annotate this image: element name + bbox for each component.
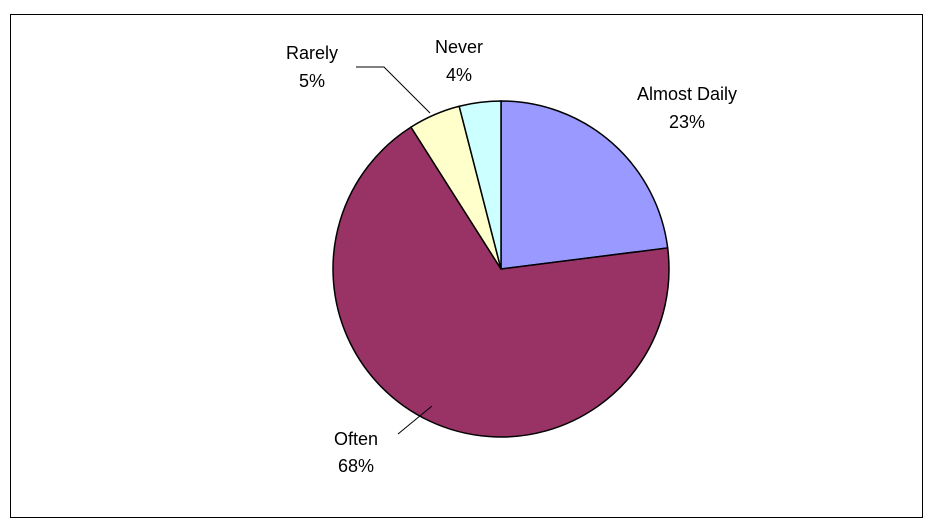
slice-label-often: Often	[334, 429, 378, 449]
slice-label-never: Never	[435, 37, 483, 57]
slice-labels: Almost Daily 23% Often 68% Rarely 5% Never 4%	[286, 37, 737, 476]
leader-line-often	[397, 405, 433, 435]
slice-often	[332, 126, 670, 438]
slice-label-rarely: Rarely	[286, 43, 338, 63]
leader-line-rarely	[356, 66, 431, 114]
slice-percent-often: 68%	[338, 456, 374, 476]
slice-label-almost-daily: Almost Daily	[637, 84, 737, 104]
slice-percent-never: 4%	[446, 65, 472, 85]
slice-never	[458, 100, 502, 270]
slice-percent-almost-daily: 23%	[669, 112, 705, 132]
slice-percent-rarely: 5%	[299, 71, 325, 91]
pie-slices	[332, 100, 670, 438]
leader-lines	[356, 66, 433, 435]
slice-almost-daily	[500, 100, 669, 270]
